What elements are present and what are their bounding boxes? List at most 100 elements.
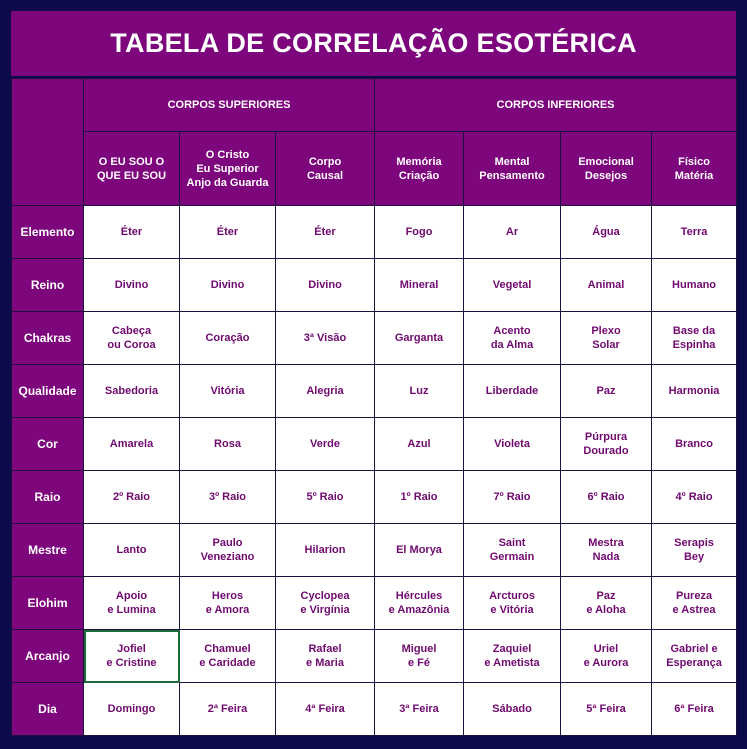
table-cell[interactable]: Serapis Bey <box>651 523 738 577</box>
column-header: O EU SOU O QUE EU SOU <box>83 131 180 206</box>
column-header: Memória Criação <box>374 131 465 206</box>
table-cell[interactable]: Cabeça ou Coroa <box>83 311 180 365</box>
table-cell[interactable]: 7º Raio <box>463 470 562 524</box>
table-cell[interactable]: Vitória <box>179 364 276 418</box>
table-cell[interactable]: Gabriel e Esperança <box>651 629 738 683</box>
table-cell[interactable]: Sabedoria <box>83 364 180 418</box>
table-cell[interactable]: Verde <box>274 417 376 471</box>
table-cell[interactable]: 5º Raio <box>274 470 376 524</box>
row-label: Elemento <box>11 205 84 259</box>
row-label: Elohim <box>11 576 84 630</box>
table-cell[interactable]: Alegria <box>274 364 376 418</box>
table-row: Chakras Cabeça ou Coroa Coração 3ª Visão Gar… <box>11 311 738 365</box>
table-cell[interactable]: Harmonia <box>651 364 738 418</box>
table-cell[interactable]: 2º Raio <box>83 470 180 524</box>
table-cell[interactable]: 6º Raio <box>560 470 653 524</box>
table-cell[interactable]: 3º Raio <box>179 470 276 524</box>
table-cell[interactable]: Rafael e Maria <box>274 629 376 683</box>
table-cell[interactable]: Domingo <box>83 682 180 736</box>
column-header: Corpo Causal <box>274 131 376 206</box>
table-cell[interactable]: Hércules e Amazônia <box>374 576 465 630</box>
table-cell[interactable]: Branco <box>651 417 738 471</box>
table-cell[interactable]: Divino <box>83 258 180 312</box>
table-cell[interactable]: Ar <box>463 205 562 259</box>
table-cell[interactable]: Amarela <box>83 417 180 471</box>
table-cell[interactable]: Garganta <box>374 311 465 365</box>
page-title: TABELA DE CORRELAÇÃO ESOTÉRICA <box>11 11 736 76</box>
table-cell[interactable]: Base da Espinha <box>651 311 738 365</box>
table-cell[interactable]: Éter <box>274 205 376 259</box>
column-header: Físico Matéria <box>651 131 738 206</box>
table-cell[interactable]: Mestra Nada <box>560 523 653 577</box>
table-cell[interactable]: Plexo Solar <box>560 311 653 365</box>
table-cell[interactable]: Pureza e Astrea <box>651 576 738 630</box>
table-cell[interactable]: Éter <box>83 205 180 259</box>
row-label: Dia <box>11 682 84 736</box>
table-cell[interactable]: Lanto <box>83 523 180 577</box>
table-cell[interactable]: Divino <box>179 258 276 312</box>
table-cell[interactable]: Apoio e Lumina <box>83 576 180 630</box>
row-label: Cor <box>11 417 84 471</box>
table-cell[interactable]: Púrpura Dourado <box>560 417 653 471</box>
table-cell[interactable]: Divino <box>274 258 376 312</box>
row-label: Chakras <box>11 311 84 365</box>
table-cell[interactable]: Rosa <box>179 417 276 471</box>
table-cell[interactable]: Miguel e Fé <box>374 629 465 683</box>
table-row: Elemento Éter Éter Éter Fogo Ar Água Terra <box>11 205 738 259</box>
column-header: Mental Pensamento <box>463 131 562 206</box>
table-cell[interactable]: 5ª Feira <box>560 682 653 736</box>
table-cell[interactable]: Heros e Amora <box>179 576 276 630</box>
table-cell[interactable]: Chamuel e Caridade <box>179 629 276 683</box>
table-cell[interactable]: El Morya <box>374 523 465 577</box>
table-cell[interactable]: Mineral <box>374 258 465 312</box>
table-cell[interactable]: Paulo Veneziano <box>179 523 276 577</box>
correlation-table: CORPOS SUPERIORES CORPOS INFERIORES O EU… <box>11 78 738 736</box>
table-row: Elohim Apoio e Lumina Heros e Amora Cyclope… <box>11 576 738 630</box>
table-cell[interactable]: Fogo <box>374 205 465 259</box>
table-row: Dia Domingo 2ª Feira 4ª Feira 3ª Feira Sábado… <box>11 682 738 736</box>
table-row: Qualidade Sabedoria Vitória Alegria Luz Liber… <box>11 364 738 418</box>
row-label: Arcanjo <box>11 629 84 683</box>
table-cell[interactable]: Vegetal <box>463 258 562 312</box>
table-cell[interactable]: 4º Raio <box>651 470 738 524</box>
table-row: Arcanjo Jofiel e Cristine Chamuel e Carida… <box>11 629 738 683</box>
table-cell[interactable]: 1º Raio <box>374 470 465 524</box>
table-cell[interactable]: Violeta <box>463 417 562 471</box>
table-cell[interactable]: Zaquiel e Ametista <box>463 629 562 683</box>
table-cell[interactable]: Uriel e Aurora <box>560 629 653 683</box>
table-cell[interactable]: 6ª Feira <box>651 682 738 736</box>
table-cell[interactable]: Éter <box>179 205 276 259</box>
row-label: Raio <box>11 470 84 524</box>
table-cell[interactable]: Cyclopea e Virgínia <box>274 576 376 630</box>
group-header-inferiores: CORPOS INFERIORES <box>374 78 738 132</box>
row-label: Reino <box>11 258 84 312</box>
row-label: Qualidade <box>11 364 84 418</box>
table-cell[interactable]: Terra <box>651 205 738 259</box>
table-cell[interactable]: Azul <box>374 417 465 471</box>
row-label: Mestre <box>11 523 84 577</box>
table-cell-selected[interactable]: Jofiel e Cristine <box>83 629 180 683</box>
table-cell[interactable]: Humano <box>651 258 738 312</box>
group-header-superiores: CORPOS SUPERIORES <box>82 78 376 132</box>
table-cell[interactable]: Acento da Alma <box>463 311 562 365</box>
table-body: Elemento Éter Éter Éter Fogo Ar Água Terra Reino… <box>11 205 738 736</box>
column-header: O Cristo Eu Superior Anjo da Guarda <box>179 131 276 206</box>
table-row: Cor Amarela Rosa Verde Azul Violeta Púrpura Do… <box>11 417 738 471</box>
table-cell[interactable]: Coração <box>179 311 276 365</box>
table-cell[interactable]: 2ª Feira <box>179 682 276 736</box>
table-cell[interactable]: 3ª Feira <box>374 682 465 736</box>
table-cell[interactable]: Hilarion <box>274 523 376 577</box>
table-cell[interactable]: Paz e Aloha <box>560 576 653 630</box>
table-cell[interactable]: Sábado <box>463 682 562 736</box>
table-row: Reino Divino Divino Divino Mineral Vegetal Ani… <box>11 258 738 312</box>
table-cell[interactable]: Liberdade <box>463 364 562 418</box>
table-cell[interactable]: 4ª Feira <box>274 682 376 736</box>
table-cell[interactable]: Animal <box>560 258 653 312</box>
table-cell[interactable]: Saint Germain <box>463 523 562 577</box>
table-cell[interactable]: 3ª Visão <box>274 311 376 365</box>
corner-cell <box>11 78 84 206</box>
table-cell[interactable]: Água <box>560 205 653 259</box>
table-cell[interactable]: Arcturos e Vitória <box>463 576 562 630</box>
table-cell[interactable]: Paz <box>560 364 653 418</box>
table-cell[interactable]: Luz <box>374 364 465 418</box>
